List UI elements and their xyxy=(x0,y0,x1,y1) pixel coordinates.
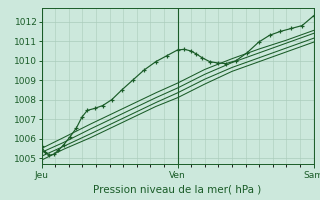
X-axis label: Pression niveau de la mer( hPa ): Pression niveau de la mer( hPa ) xyxy=(93,184,262,194)
